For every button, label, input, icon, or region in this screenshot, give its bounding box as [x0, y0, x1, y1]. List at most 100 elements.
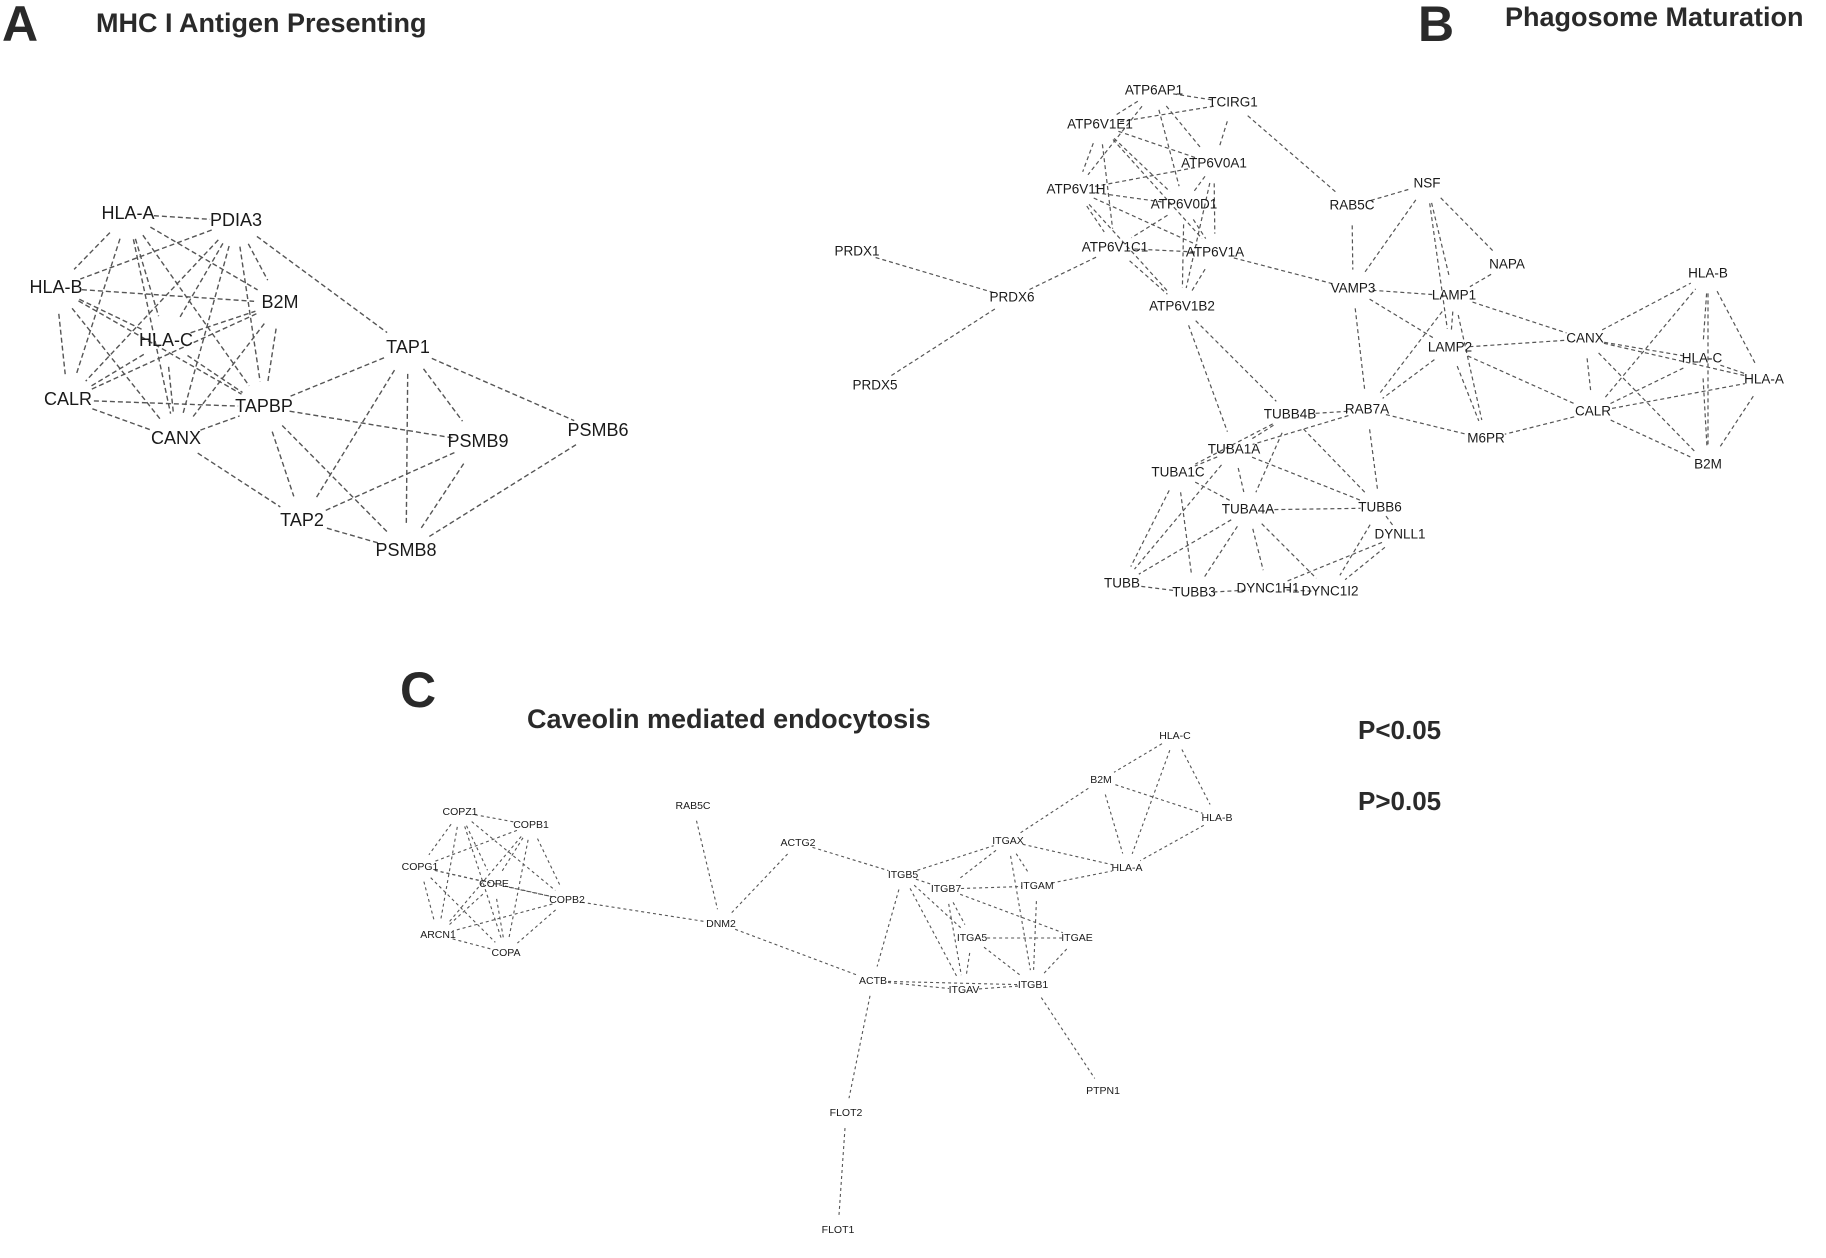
edge-tap1-psmb9	[422, 368, 464, 422]
node-label-tuba1c: TUBA1C	[1151, 465, 1205, 480]
edge-hla-c-hla-a	[1720, 364, 1746, 375]
node-label-b2m: B2M	[1694, 457, 1722, 472]
edge-atp6ap1-atp6v1h	[1087, 105, 1143, 176]
node-label-atp6v1b2: ATP6V1B2	[1149, 299, 1215, 314]
edge-itgb1-ptpn1	[1040, 997, 1096, 1079]
edge-hla-b-hla-c	[1702, 293, 1708, 340]
edge-nsf-rab5c	[1370, 188, 1409, 202]
node-label-atp6v1a: ATP6V1A	[1186, 245, 1244, 260]
edge-hla-c-hla-a	[1131, 750, 1171, 854]
node-label-copb1: COPB1	[513, 819, 549, 831]
edge-atp6v1h-atp6v0d1	[1095, 192, 1165, 203]
edge-copz1-copa	[464, 826, 502, 939]
edge-atp6v0a1-atp6v1h	[1094, 167, 1196, 187]
edge-canx-tap2	[197, 452, 281, 508]
node-label-dync1h1: DYNC1H1	[1236, 581, 1299, 596]
edge-pdia3-hla-c	[178, 243, 224, 319]
edge-vamp3-lamp2	[1369, 298, 1434, 339]
edge-napa-lamp1	[1469, 273, 1492, 288]
edge-b2m-canx	[191, 323, 265, 419]
node-label-arcn1: ARCN1	[420, 929, 456, 941]
legend-not-significant: P>0.05	[1358, 786, 1442, 816]
node-label-b2m: B2M	[261, 292, 298, 312]
edge-atp6v1h-atp6v1a	[1093, 197, 1198, 246]
edge-tuba1c-tuba4a	[1194, 481, 1232, 502]
edge-atp6v0a1-atp6v0d1	[1192, 175, 1206, 194]
edge-tuba1a-tubb6	[1251, 456, 1363, 502]
node-label-pdia3: PDIA3	[210, 210, 262, 230]
node-label-tap2: TAP2	[280, 510, 324, 530]
node-label-tcirg1: TCIRG1	[1208, 95, 1258, 110]
node-label-dynll1: DYNLL1	[1374, 527, 1425, 542]
edge-atp6v1e1-atp6v1h	[1082, 142, 1094, 173]
node-label-prdx1: PRDX1	[834, 244, 879, 259]
node-label-psmb8: PSMB8	[375, 540, 436, 560]
edge-actg2-dnm2	[731, 853, 788, 914]
node-label-rab7a: RAB7A	[1345, 402, 1389, 417]
edge-prdx1-prdx6	[875, 256, 994, 294]
edge-hla-b-b2m	[81, 289, 255, 302]
edge-hla-a-tapbp	[142, 234, 250, 387]
node-label-hla-c: HLA-C	[1159, 730, 1191, 742]
edge-tapbp-psmb9	[289, 410, 453, 439]
node-label-hla-b: HLA-B	[1202, 812, 1233, 824]
node-label-hla-b: HLA-B	[1688, 266, 1728, 281]
edge-pdia3-tapbp	[239, 246, 261, 382]
node-label-hla-b: HLA-B	[29, 277, 82, 297]
edge-dynll1-dync1i2	[1344, 546, 1386, 581]
edge-pdia3-tap1	[256, 235, 388, 334]
edge-hla-a-canx	[132, 239, 172, 414]
edge-cope-arcn1	[448, 893, 484, 926]
edge-tapbp-tap2	[271, 431, 295, 497]
edge-atp6v1b2-tuba1a	[1188, 325, 1228, 432]
edge-canx-tapbp	[200, 415, 240, 431]
edge-tap1-tapbp	[287, 357, 385, 398]
edge-tubb6-dynll1	[1385, 515, 1395, 528]
edge-actb-itgb1	[888, 980, 1018, 986]
node-label-copg1: COPG1	[402, 861, 439, 873]
panel-title-a: MHC I Antigen Presenting	[96, 8, 427, 38]
edge-tcirg1-rab5c	[1247, 115, 1338, 194]
edge-canx-hla-c	[1604, 341, 1683, 357]
edge-copb2-dnm2	[581, 901, 707, 923]
node-label-lamp1: LAMP1	[1432, 288, 1476, 303]
edge-psmb9-psmb8	[419, 463, 465, 530]
edge-hla-c-hla-b	[1181, 749, 1211, 805]
edge-b2m-calr	[91, 313, 257, 390]
edge-copb1-copb2	[537, 838, 561, 887]
edge-tuba4a-tubb6	[1267, 507, 1361, 511]
node-label-calr: CALR	[44, 389, 92, 409]
node-label-atp6v1c1: ATP6V1C1	[1082, 240, 1149, 255]
edge-hla-a-calr	[75, 238, 121, 376]
edge-copz1-copb2	[471, 821, 556, 891]
edge-copb2-arcn1	[452, 903, 553, 932]
node-label-hla-a: HLA-A	[101, 203, 154, 223]
edge-vamp3-lamp1	[1372, 289, 1435, 296]
edge-itgax-itgb1	[1010, 855, 1031, 971]
edge-actg2-itgb5	[812, 846, 889, 872]
node-label-copb2: COPB2	[549, 894, 585, 906]
nodes-panel-b: ATP6AP1 TCIRG1 ATP6V1E1 ATP6V0A1 ATP6V1H ATP6…	[834, 83, 1783, 600]
node-label-b2m: B2M	[1090, 774, 1112, 786]
node-label-tuba4a: TUBA4A	[1222, 502, 1275, 517]
edge-tuba4a-dync1h1	[1252, 528, 1264, 571]
network-panel-c: HLA-C B2M HLA-B COPZ1 RAB5C COPB1 ACTG2 ITGAX HL…	[402, 730, 1233, 1236]
edge-hla-c-calr	[89, 353, 145, 388]
node-label-atp6v0a1: ATP6V0A1	[1181, 156, 1247, 171]
node-label-prdx5: PRDX5	[852, 378, 897, 393]
edge-copz1-copg1	[428, 823, 452, 856]
edge-hla-a-b2m	[150, 226, 258, 291]
edge-lamp2-calr	[1467, 355, 1576, 405]
edge-atp6v0d1-atp6v1b2	[1181, 224, 1185, 288]
edge-arcn1-copa	[452, 938, 492, 950]
edge-actb-itgav	[887, 981, 950, 990]
edge-calr-m6pr	[1504, 416, 1575, 435]
node-label-dnm2: DNM2	[706, 918, 736, 930]
node-label-tap1: TAP1	[386, 337, 430, 357]
edge-calr-canx	[92, 408, 152, 431]
edge-tap1-psmb8	[405, 373, 409, 526]
edge-tuba4a-tubb	[1138, 519, 1232, 575]
edge-lamp1-m6pr	[1457, 314, 1483, 421]
panel-title-c: Caveolin mediated endocytosis	[527, 704, 931, 734]
edge-atp6v1h-atp6v1b2	[1088, 203, 1170, 294]
